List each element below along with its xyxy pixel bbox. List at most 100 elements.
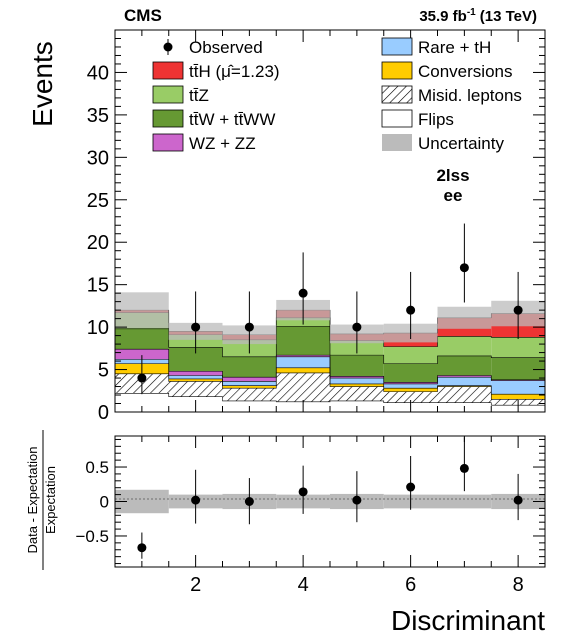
ratio-point	[191, 495, 201, 505]
y-tick-label: 5	[98, 360, 109, 382]
ratio-uncertainty-band	[115, 489, 169, 514]
conv-bar	[222, 385, 277, 389]
uncertainty-band	[437, 306, 492, 329]
observed-point	[459, 263, 469, 273]
legend-rare-swatch	[381, 37, 413, 56]
ratio-ylabel-numerator: Data - Expectation	[25, 447, 40, 554]
ttz-bar	[383, 346, 438, 364]
ratio-point	[513, 495, 523, 505]
rare-bar	[222, 381, 277, 386]
legend-entry: Flips	[381, 109, 454, 129]
x-tick-label: 2	[190, 574, 201, 596]
wz-bar	[168, 371, 223, 376]
flips-outline	[115, 393, 545, 406]
misid-bar	[330, 386, 384, 401]
x-tick-label: 4	[298, 574, 309, 596]
ttw-bar	[276, 326, 330, 356]
rare-bar	[383, 383, 438, 389]
luminosity-label: 35.9 fb-1 (13 TeV)	[419, 7, 537, 25]
category-label-1: 2lss	[436, 166, 469, 185]
rare-bar	[330, 378, 384, 384]
ratio-ylabel-denominator: Expectation	[43, 466, 58, 534]
ttw-bar	[437, 355, 492, 376]
ttz-bar	[491, 337, 545, 358]
misid-bar	[437, 386, 492, 403]
legend-flips-swatch	[381, 109, 413, 128]
ratio-point	[459, 463, 469, 473]
legend-entry: tt̄H (μ̂=1.23)	[152, 61, 280, 81]
ttw-bar	[222, 356, 277, 378]
y-tick-label: 0	[98, 402, 109, 424]
y-tick-label: 20	[87, 232, 109, 254]
legend-entry: tt̄W + tt̄WW	[152, 109, 275, 129]
cms-label: CMS	[124, 6, 162, 25]
uncertainty-layer	[115, 292, 545, 345]
main-axes: 0 5 10 15 20 25 30 35 40	[87, 30, 545, 424]
ttw-bar	[383, 363, 438, 383]
ratio-point	[244, 497, 254, 506]
ratio-y-tick-label: 0	[100, 493, 109, 512]
observed-point	[244, 322, 254, 332]
legend-entry: tt̄Z	[152, 85, 209, 105]
main-panel: 0 5 10 15 20 25 30 35 40 CMS 35.9 fb-1 (13 TeV) E…	[27, 6, 546, 424]
flips-bar	[115, 393, 169, 412]
uncertainty-band	[115, 292, 169, 328]
wz-bar	[222, 377, 277, 382]
rare-bar	[276, 356, 330, 368]
legend-label: WZ + ZZ	[189, 134, 256, 153]
legend-label: Rare + tH	[418, 38, 491, 57]
legend-entry: Uncertainty	[382, 134, 504, 153]
legend-label: tt̄W + tt̄WW	[189, 110, 275, 129]
observed-point	[352, 322, 362, 332]
ratio-uncertainty-band	[437, 494, 492, 509]
y-axis-title: Events	[27, 41, 58, 127]
conv-bar	[168, 378, 223, 382]
conv-bar	[491, 394, 545, 400]
legend-misid-swatch	[381, 85, 413, 104]
wz-bar	[115, 349, 169, 360]
legend-entry: Rare + tH	[381, 37, 491, 57]
legend-uncertainty-swatch	[382, 134, 412, 151]
misid-bar	[168, 381, 223, 397]
y-tick-label: 35	[87, 105, 109, 127]
legend-label: Uncertainty	[418, 134, 504, 153]
ratio-y-tick-label: 0.5	[85, 458, 109, 477]
conv-bar	[383, 388, 438, 392]
stack-ttw	[115, 326, 545, 383]
main-frame	[114, 29, 546, 413]
category-label-2: ee	[444, 186, 463, 205]
ttw-bar	[168, 347, 223, 372]
legend-label: Conversions	[418, 62, 513, 81]
legend-wz-swatch	[152, 133, 184, 152]
ttw-bar	[491, 357, 545, 380]
legend-label: Observed	[189, 38, 263, 57]
x-tick-label: 8	[513, 574, 524, 596]
legend-entry: Misid. leptons	[381, 85, 522, 105]
legend-ttw-swatch	[152, 109, 184, 128]
misid-bar	[222, 388, 277, 401]
wz-bar	[276, 355, 330, 357]
ratio-point	[406, 482, 416, 492]
legend-label: Misid. leptons	[418, 86, 522, 105]
y-tick-label: 40	[87, 62, 109, 84]
observed-point	[406, 305, 416, 315]
misid-bar	[276, 372, 330, 402]
ttw-bar	[115, 328, 169, 350]
legend-entry: Conversions	[381, 61, 513, 81]
misid-bar	[383, 391, 438, 403]
observed-layer	[137, 223, 523, 395]
conv-bar	[330, 383, 384, 387]
wz-bar	[383, 382, 438, 384]
conv-bar	[437, 385, 492, 387]
ratio-point	[137, 543, 147, 553]
ratio-points-layer	[137, 437, 523, 559]
x-axis-title: Discriminant	[391, 605, 545, 636]
ttw-bar	[330, 355, 384, 377]
legend-entry: Observed	[163, 38, 263, 57]
legend-label: tt̄H (μ̂=1.23)	[189, 62, 280, 81]
ratio-axes: −0.5 0 0.5 2 4 6 8	[75, 436, 545, 596]
rare-bar	[491, 380, 545, 395]
stack-wz	[115, 349, 545, 384]
observed-point	[137, 373, 147, 383]
